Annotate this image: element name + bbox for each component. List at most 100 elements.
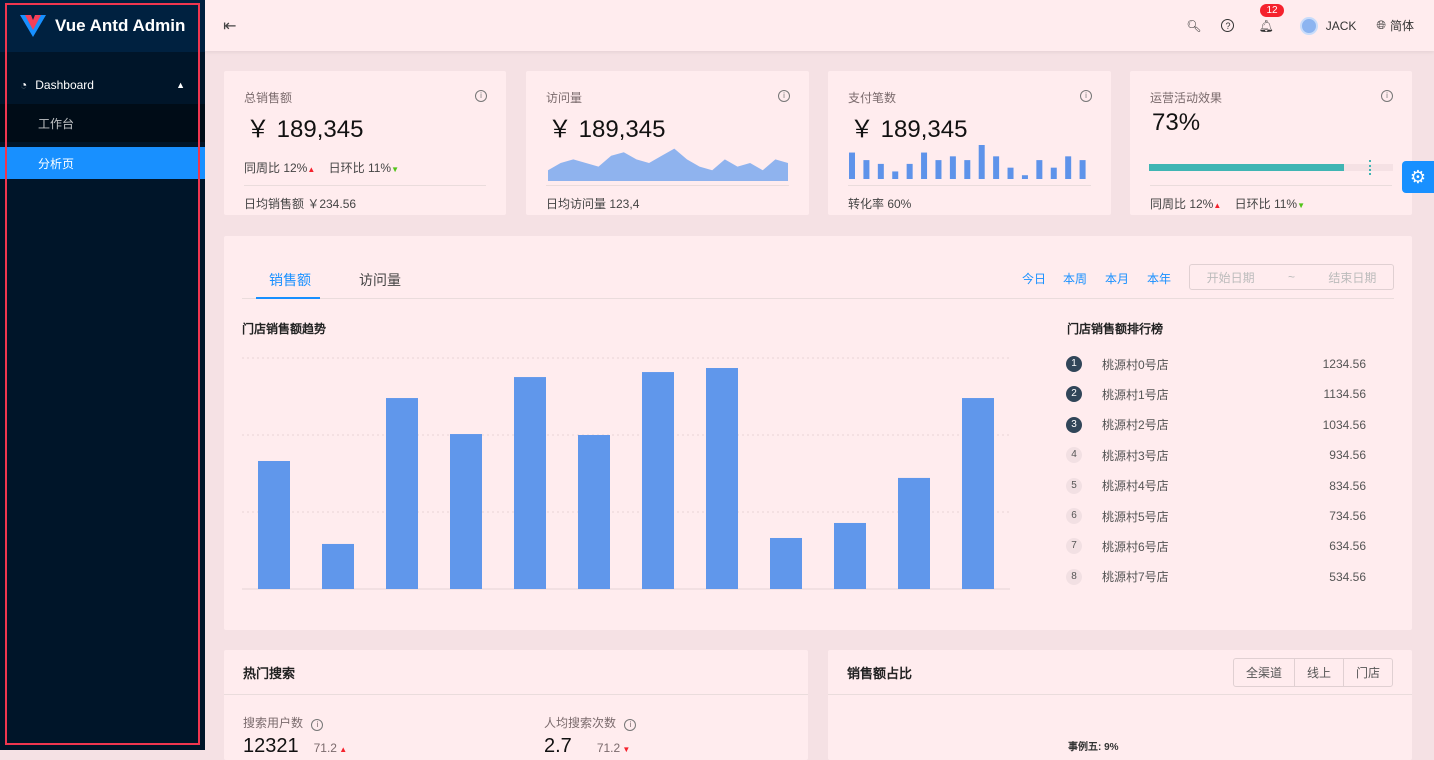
store-name: 桃源村3号店: [1102, 448, 1169, 463]
mini-bar-chart: [849, 145, 1086, 179]
metric-label: 搜索用户数: [243, 716, 304, 730]
metric-search-users: 搜索用户数 i 12321 71.2 ▲: [243, 714, 347, 758]
ranking-item: 3 桃源村2号店 1034.56: [1066, 415, 1366, 435]
store-name: 桃源村6号店: [1102, 539, 1169, 554]
help-icon[interactable]: ?: [1221, 19, 1235, 32]
logo-icon: [20, 15, 46, 37]
wow-label: 同周比 12%: [1150, 197, 1214, 211]
notification-button[interactable]: 🔔︎ 12: [1258, 3, 1284, 33]
segment-store[interactable]: 门店: [1342, 658, 1392, 686]
sidebar: Vue Antd Admin ◔ Dashboard ▲ 工作台 分析页: [0, 0, 205, 750]
logo[interactable]: Vue Antd Admin: [0, 0, 205, 52]
info-icon[interactable]: i: [475, 90, 487, 102]
chart-title: 门店销售额趋势: [242, 322, 327, 336]
avatar: [1299, 16, 1318, 35]
progress-fill: [1149, 164, 1345, 171]
mini-bar: [921, 152, 928, 179]
ranking-item: 4 桃源村3号店 934.56: [1066, 445, 1366, 465]
bar: [898, 477, 930, 589]
sales-card: 销售额 访问量 今日 本周 本月 本年 开始日期 ~ 结束日期 门店销售额趋势 …: [224, 236, 1412, 630]
metric-change: 71.2: [596, 741, 621, 755]
mini-bar: [892, 171, 899, 179]
language-label: 简体: [1389, 19, 1414, 33]
store-name: 桃源村4号店: [1102, 479, 1169, 494]
store-amount: 534.56: [1329, 569, 1366, 584]
stat-card-payments: 支付笔数 i ￥ 189,345 转化率 60%: [828, 71, 1111, 215]
store-name: 桃源村2号店: [1102, 418, 1169, 433]
mini-bar: [1065, 156, 1072, 179]
menu-dashboard[interactable]: ◔ Dashboard ▲: [0, 66, 205, 104]
store-amount: 834.56: [1329, 478, 1366, 493]
mini-bar: [978, 145, 985, 179]
sales-bar-chart: [242, 357, 1010, 590]
range-today[interactable]: 今日: [1022, 272, 1047, 286]
caret-up-icon: ▲: [1213, 201, 1222, 210]
info-icon[interactable]: i: [778, 90, 790, 102]
mini-bar: [849, 152, 855, 179]
store-amount: 934.56: [1329, 448, 1366, 463]
mini-bar: [1079, 160, 1086, 179]
hot-search-card: 热门搜索 搜索用户数 i 12321 71.2 ▲ 人均搜索次数 i 2.7 71.…: [224, 650, 808, 760]
info-icon[interactable]: i: [1080, 90, 1092, 102]
card-title: 热门搜索: [243, 665, 296, 681]
store-amount: 734.56: [1329, 509, 1366, 523]
rank-badge: 5: [1066, 477, 1082, 494]
stat-footer: 日均销售额 ￥234.56: [244, 185, 486, 212]
tab-visits[interactable]: 访问量: [359, 272, 401, 288]
progress-track: [1149, 160, 1393, 175]
end-date-input[interactable]: 结束日期: [1328, 270, 1377, 285]
rank-badge: 7: [1066, 538, 1082, 555]
tab-sales[interactable]: 销售额: [269, 272, 311, 288]
info-icon[interactable]: i: [1381, 90, 1393, 102]
menu-dashboard-label: Dashboard: [35, 78, 94, 92]
ranking-item: 8 桃源村7号店 534.56: [1066, 567, 1366, 587]
segment-all[interactable]: 全渠道: [1245, 665, 1282, 680]
rank-badge: 2: [1066, 386, 1082, 403]
bar: [514, 377, 546, 589]
tab-ink-bar: [256, 297, 320, 299]
stat-title: 访问量: [546, 91, 583, 105]
caret-down-icon: ▼: [391, 165, 400, 174]
stat-card-operations: 运营活动效果 i 73% 同周比 12%▲ 日环比 11%▼: [1130, 71, 1412, 215]
pie-label: 事例五: 9%: [1068, 742, 1119, 753]
segment-online[interactable]: 线上: [1293, 658, 1343, 686]
mini-bar: [906, 163, 913, 179]
mini-area-chart: [548, 148, 788, 181]
menu-item-analysis[interactable]: 分析页: [0, 147, 205, 179]
store-amount: 1034.56: [1322, 417, 1366, 432]
stat-value: ￥ 189,345: [548, 116, 666, 143]
stat-title: 运营活动效果: [1150, 91, 1223, 105]
rank-badge: 8: [1066, 568, 1082, 585]
user-menu[interactable]: JACK: [1299, 16, 1356, 35]
stat-footer: 转化率 60%: [848, 185, 1091, 212]
info-icon[interactable]: i: [624, 719, 637, 731]
search-icon[interactable]: 🔍︎: [1186, 18, 1202, 33]
metric-label: 人均搜索次数: [544, 716, 617, 730]
metric-avg-searches: 人均搜索次数 i 2.7 71.2 ▼: [544, 714, 637, 758]
info-icon[interactable]: i: [311, 719, 324, 731]
stat-title: 支付笔数: [848, 91, 897, 105]
start-date-input[interactable]: 开始日期: [1206, 270, 1255, 285]
store-name: 桃源村1号店: [1102, 387, 1169, 402]
store-name: 桃源村7号店: [1102, 570, 1169, 585]
area-series: [548, 148, 788, 181]
metric-value: 12321: [243, 735, 299, 757]
caret-up-icon: ▲: [307, 165, 316, 174]
mini-bar: [949, 156, 956, 179]
mini-bar: [1050, 167, 1057, 179]
store-amount: 1134.56: [1323, 387, 1367, 402]
menu-fold-icon[interactable]: ⇤: [223, 17, 237, 35]
ranking-item: 7 桃源村6号店 634.56: [1066, 536, 1366, 556]
menu-item-workbench[interactable]: 工作台: [0, 104, 205, 142]
mini-bar: [877, 163, 884, 179]
stat-value: 73%: [1152, 109, 1201, 136]
range-week[interactable]: 本周: [1063, 272, 1088, 286]
store-amount: 1234.56: [1322, 357, 1366, 371]
stat-title: 总销售额: [244, 91, 293, 105]
date-range-picker[interactable]: 开始日期 ~ 结束日期: [1189, 264, 1394, 290]
card-title: 销售额占比: [847, 665, 913, 681]
range-year[interactable]: 本年: [1147, 272, 1172, 286]
range-month[interactable]: 本月: [1105, 272, 1130, 286]
settings-gear-icon[interactable]: ⚙: [1402, 161, 1434, 193]
language-select[interactable]: 🌐︎ 简体: [1376, 17, 1414, 34]
